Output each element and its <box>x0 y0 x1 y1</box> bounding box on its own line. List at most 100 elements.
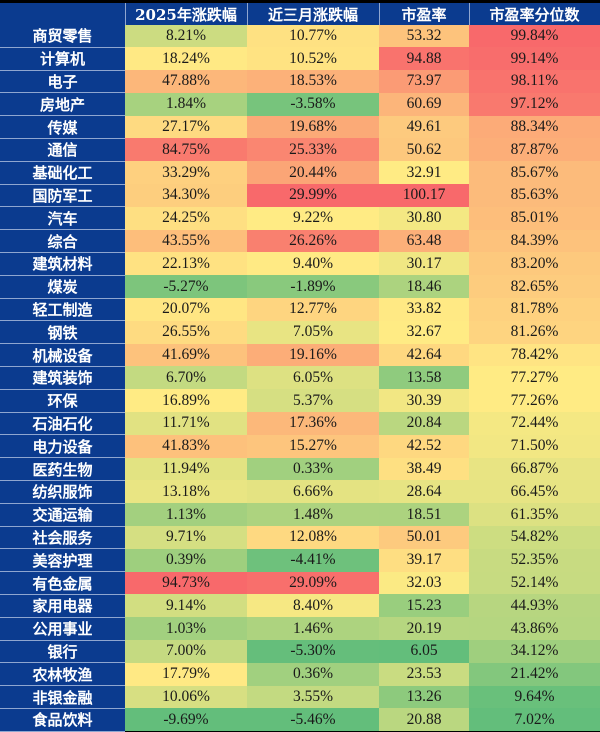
pe-cell: 15.23 <box>379 594 469 618</box>
pe-cell: 32.67 <box>379 320 469 344</box>
table-row: 煤炭 -5.27% -1.89% 18.46 82.65% <box>0 275 600 299</box>
pe-cell: 30.80 <box>379 206 469 230</box>
3m-change-cell: 10.52% <box>247 47 379 71</box>
3m-change-cell: 9.40% <box>247 252 379 276</box>
ytd-change-cell: 1.84% <box>125 92 247 116</box>
ytd-change-cell: 33.29% <box>125 161 247 185</box>
pe-cell: 18.51 <box>379 503 469 527</box>
header-row: 2025年涨跌幅 近三月涨跌幅 市盈率 市盈率分位数 <box>0 3 600 25</box>
table-row: 建筑材料 22.13% 9.40% 30.17 83.20% <box>0 252 600 276</box>
pe-cell: 100.17 <box>379 184 469 207</box>
pe-percentile-cell: 72.44% <box>469 412 600 435</box>
industry-name: 家用电器 <box>0 594 125 618</box>
pe-percentile-cell: 99.84% <box>469 25 600 48</box>
ytd-change-cell: 43.55% <box>125 229 247 253</box>
table-row: 食品饮料 -9.69% -5.46% 20.88 7.02% <box>0 708 600 732</box>
3m-change-cell: 12.08% <box>247 526 379 549</box>
pe-percentile-cell: 87.87% <box>469 138 600 162</box>
industry-name: 国防军工 <box>0 184 125 208</box>
table-row: 银行 7.00% -5.30% 6.05 34.12% <box>0 640 600 664</box>
table-row: 轻工制造 20.07% 12.77% 33.82 81.78% <box>0 298 600 322</box>
pe-percentile-cell: 34.12% <box>469 640 600 663</box>
pe-cell: 63.48 <box>379 229 469 253</box>
pe-cell: 13.26 <box>379 685 469 709</box>
pe-cell: 13.58 <box>379 366 469 390</box>
pe-cell: 53.32 <box>379 25 469 48</box>
pe-cell: 30.17 <box>379 252 469 276</box>
pe-percentile-cell: 71.50% <box>469 434 600 458</box>
pe-percentile-cell: 97.12% <box>469 92 600 116</box>
3m-change-cell: 29.99% <box>247 184 379 207</box>
ytd-change-cell: 41.69% <box>125 343 247 367</box>
industry-name: 建筑材料 <box>0 252 125 276</box>
industry-name: 商贸零售 <box>0 25 125 48</box>
industry-name: 有色金属 <box>0 571 125 595</box>
industry-name: 电子 <box>0 70 125 94</box>
table-row: 电力设备 41.83% 15.27% 42.52 71.50% <box>0 434 600 459</box>
industry-name: 汽车 <box>0 206 125 231</box>
table-row: 美容护理 0.39% -4.41% 39.17 52.35% <box>0 548 600 573</box>
pe-cell: 94.88 <box>379 47 469 71</box>
table-row: 汽车 24.25% 9.22% 30.80 85.01% <box>0 206 600 231</box>
industry-name: 美容护理 <box>0 548 125 573</box>
3m-change-cell: 6.66% <box>247 480 379 504</box>
pe-cell: 20.84 <box>379 412 469 435</box>
table-row: 建筑装饰 6.70% 6.05% 13.58 77.27% <box>0 366 600 390</box>
3m-change-cell: -4.41% <box>247 548 379 572</box>
table-row: 传媒 27.17% 19.68% 49.61 88.34% <box>0 115 600 139</box>
ytd-change-cell: -5.27% <box>125 275 247 299</box>
industry-name: 石油石化 <box>0 412 125 436</box>
header-industry <box>0 3 126 25</box>
ytd-change-cell: 84.75% <box>125 138 247 162</box>
pe-percentile-cell: 84.39% <box>469 229 600 253</box>
table-row: 机械设备 41.69% 19.16% 42.64 78.42% <box>0 343 600 367</box>
3m-change-cell: 10.77% <box>247 25 379 48</box>
pe-percentile-cell: 61.35% <box>469 503 600 527</box>
pe-percentile-cell: 9.64% <box>469 685 600 709</box>
table-row: 医药生物 11.94% 0.33% 38.49 66.87% <box>0 457 600 481</box>
ytd-change-cell: 24.25% <box>125 206 247 230</box>
pe-percentile-cell: 85.67% <box>469 161 600 185</box>
3m-change-cell: 20.44% <box>247 161 379 185</box>
3m-change-cell: 0.36% <box>247 662 379 686</box>
industry-name: 社会服务 <box>0 526 125 550</box>
ytd-change-cell: 13.18% <box>125 480 247 504</box>
ytd-change-cell: 20.07% <box>125 298 247 321</box>
industry-name: 基础化工 <box>0 161 125 185</box>
pe-cell: 32.91 <box>379 161 469 185</box>
pe-percentile-cell: 85.01% <box>469 206 600 230</box>
industry-name: 建筑装饰 <box>0 366 125 390</box>
industry-name: 环保 <box>0 389 125 413</box>
industry-name: 银行 <box>0 640 125 664</box>
pe-percentile-cell: 99.14% <box>469 47 600 71</box>
pe-cell: 20.19 <box>379 617 469 641</box>
industry-name: 电力设备 <box>0 434 125 459</box>
3m-change-cell: -3.58% <box>247 92 379 116</box>
pe-cell: 23.53 <box>379 662 469 686</box>
ytd-change-cell: 47.88% <box>125 70 247 93</box>
table-row: 社会服务 9.71% 12.08% 50.01 54.82% <box>0 526 600 550</box>
ytd-change-cell: 0.39% <box>125 548 247 572</box>
industry-name: 公用事业 <box>0 617 125 641</box>
industry-name: 综合 <box>0 229 125 253</box>
table-row: 电子 47.88% 18.53% 73.97 98.11% <box>0 70 600 94</box>
pe-percentile-cell: 52.35% <box>469 548 600 572</box>
ytd-change-cell: 11.71% <box>125 412 247 435</box>
pe-cell: 28.64 <box>379 480 469 504</box>
3m-change-cell: 5.37% <box>247 389 379 413</box>
3m-change-cell: 9.22% <box>247 206 379 230</box>
pe-percentile-cell: 66.45% <box>469 480 600 504</box>
pe-percentile-cell: 98.11% <box>469 70 600 93</box>
header-pe-percentile: 市盈率分位数 <box>469 3 600 25</box>
pe-percentile-cell: 54.82% <box>469 526 600 549</box>
ytd-change-cell: 94.73% <box>125 571 247 595</box>
3m-change-cell: 15.27% <box>247 434 379 458</box>
industry-name: 计算机 <box>0 47 125 71</box>
ytd-change-cell: 9.71% <box>125 526 247 549</box>
ytd-change-cell: 10.06% <box>125 685 247 709</box>
table-row: 环保 16.89% 5.37% 30.39 77.26% <box>0 389 600 413</box>
3m-change-cell: 7.05% <box>247 320 379 344</box>
ytd-change-cell: 7.00% <box>125 640 247 663</box>
3m-change-cell: 0.33% <box>247 457 379 481</box>
industry-name: 医药生物 <box>0 457 125 481</box>
